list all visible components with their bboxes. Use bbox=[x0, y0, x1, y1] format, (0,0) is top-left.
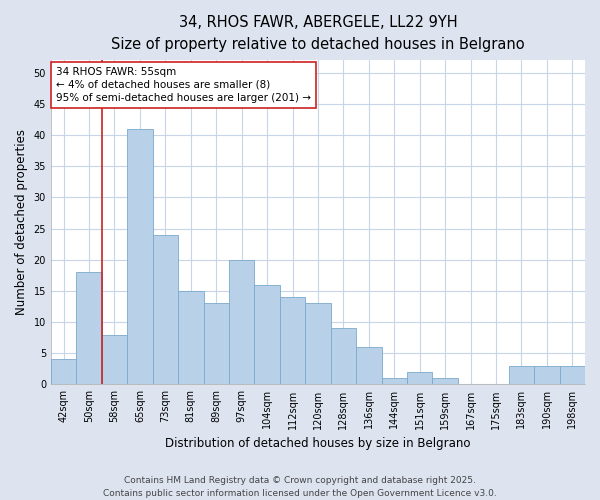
Bar bbox=[280, 297, 305, 384]
Text: Contains HM Land Registry data © Crown copyright and database right 2025.
Contai: Contains HM Land Registry data © Crown c… bbox=[103, 476, 497, 498]
Bar bbox=[509, 366, 534, 384]
Bar bbox=[382, 378, 407, 384]
Bar bbox=[305, 304, 331, 384]
Bar bbox=[560, 366, 585, 384]
Bar bbox=[229, 260, 254, 384]
Bar bbox=[356, 347, 382, 385]
Bar bbox=[331, 328, 356, 384]
Y-axis label: Number of detached properties: Number of detached properties bbox=[15, 130, 28, 316]
Bar bbox=[152, 235, 178, 384]
Bar bbox=[534, 366, 560, 384]
Bar bbox=[203, 304, 229, 384]
Bar bbox=[102, 334, 127, 384]
Bar bbox=[127, 129, 152, 384]
Bar bbox=[433, 378, 458, 384]
Bar bbox=[76, 272, 102, 384]
Text: 34 RHOS FAWR: 55sqm
← 4% of detached houses are smaller (8)
95% of semi-detached: 34 RHOS FAWR: 55sqm ← 4% of detached hou… bbox=[56, 67, 311, 103]
Bar bbox=[407, 372, 433, 384]
Title: 34, RHOS FAWR, ABERGELE, LL22 9YH
Size of property relative to detached houses i: 34, RHOS FAWR, ABERGELE, LL22 9YH Size o… bbox=[111, 15, 525, 52]
Bar bbox=[254, 284, 280, 384]
X-axis label: Distribution of detached houses by size in Belgrano: Distribution of detached houses by size … bbox=[165, 437, 471, 450]
Bar bbox=[51, 360, 76, 384]
Bar bbox=[178, 291, 203, 384]
